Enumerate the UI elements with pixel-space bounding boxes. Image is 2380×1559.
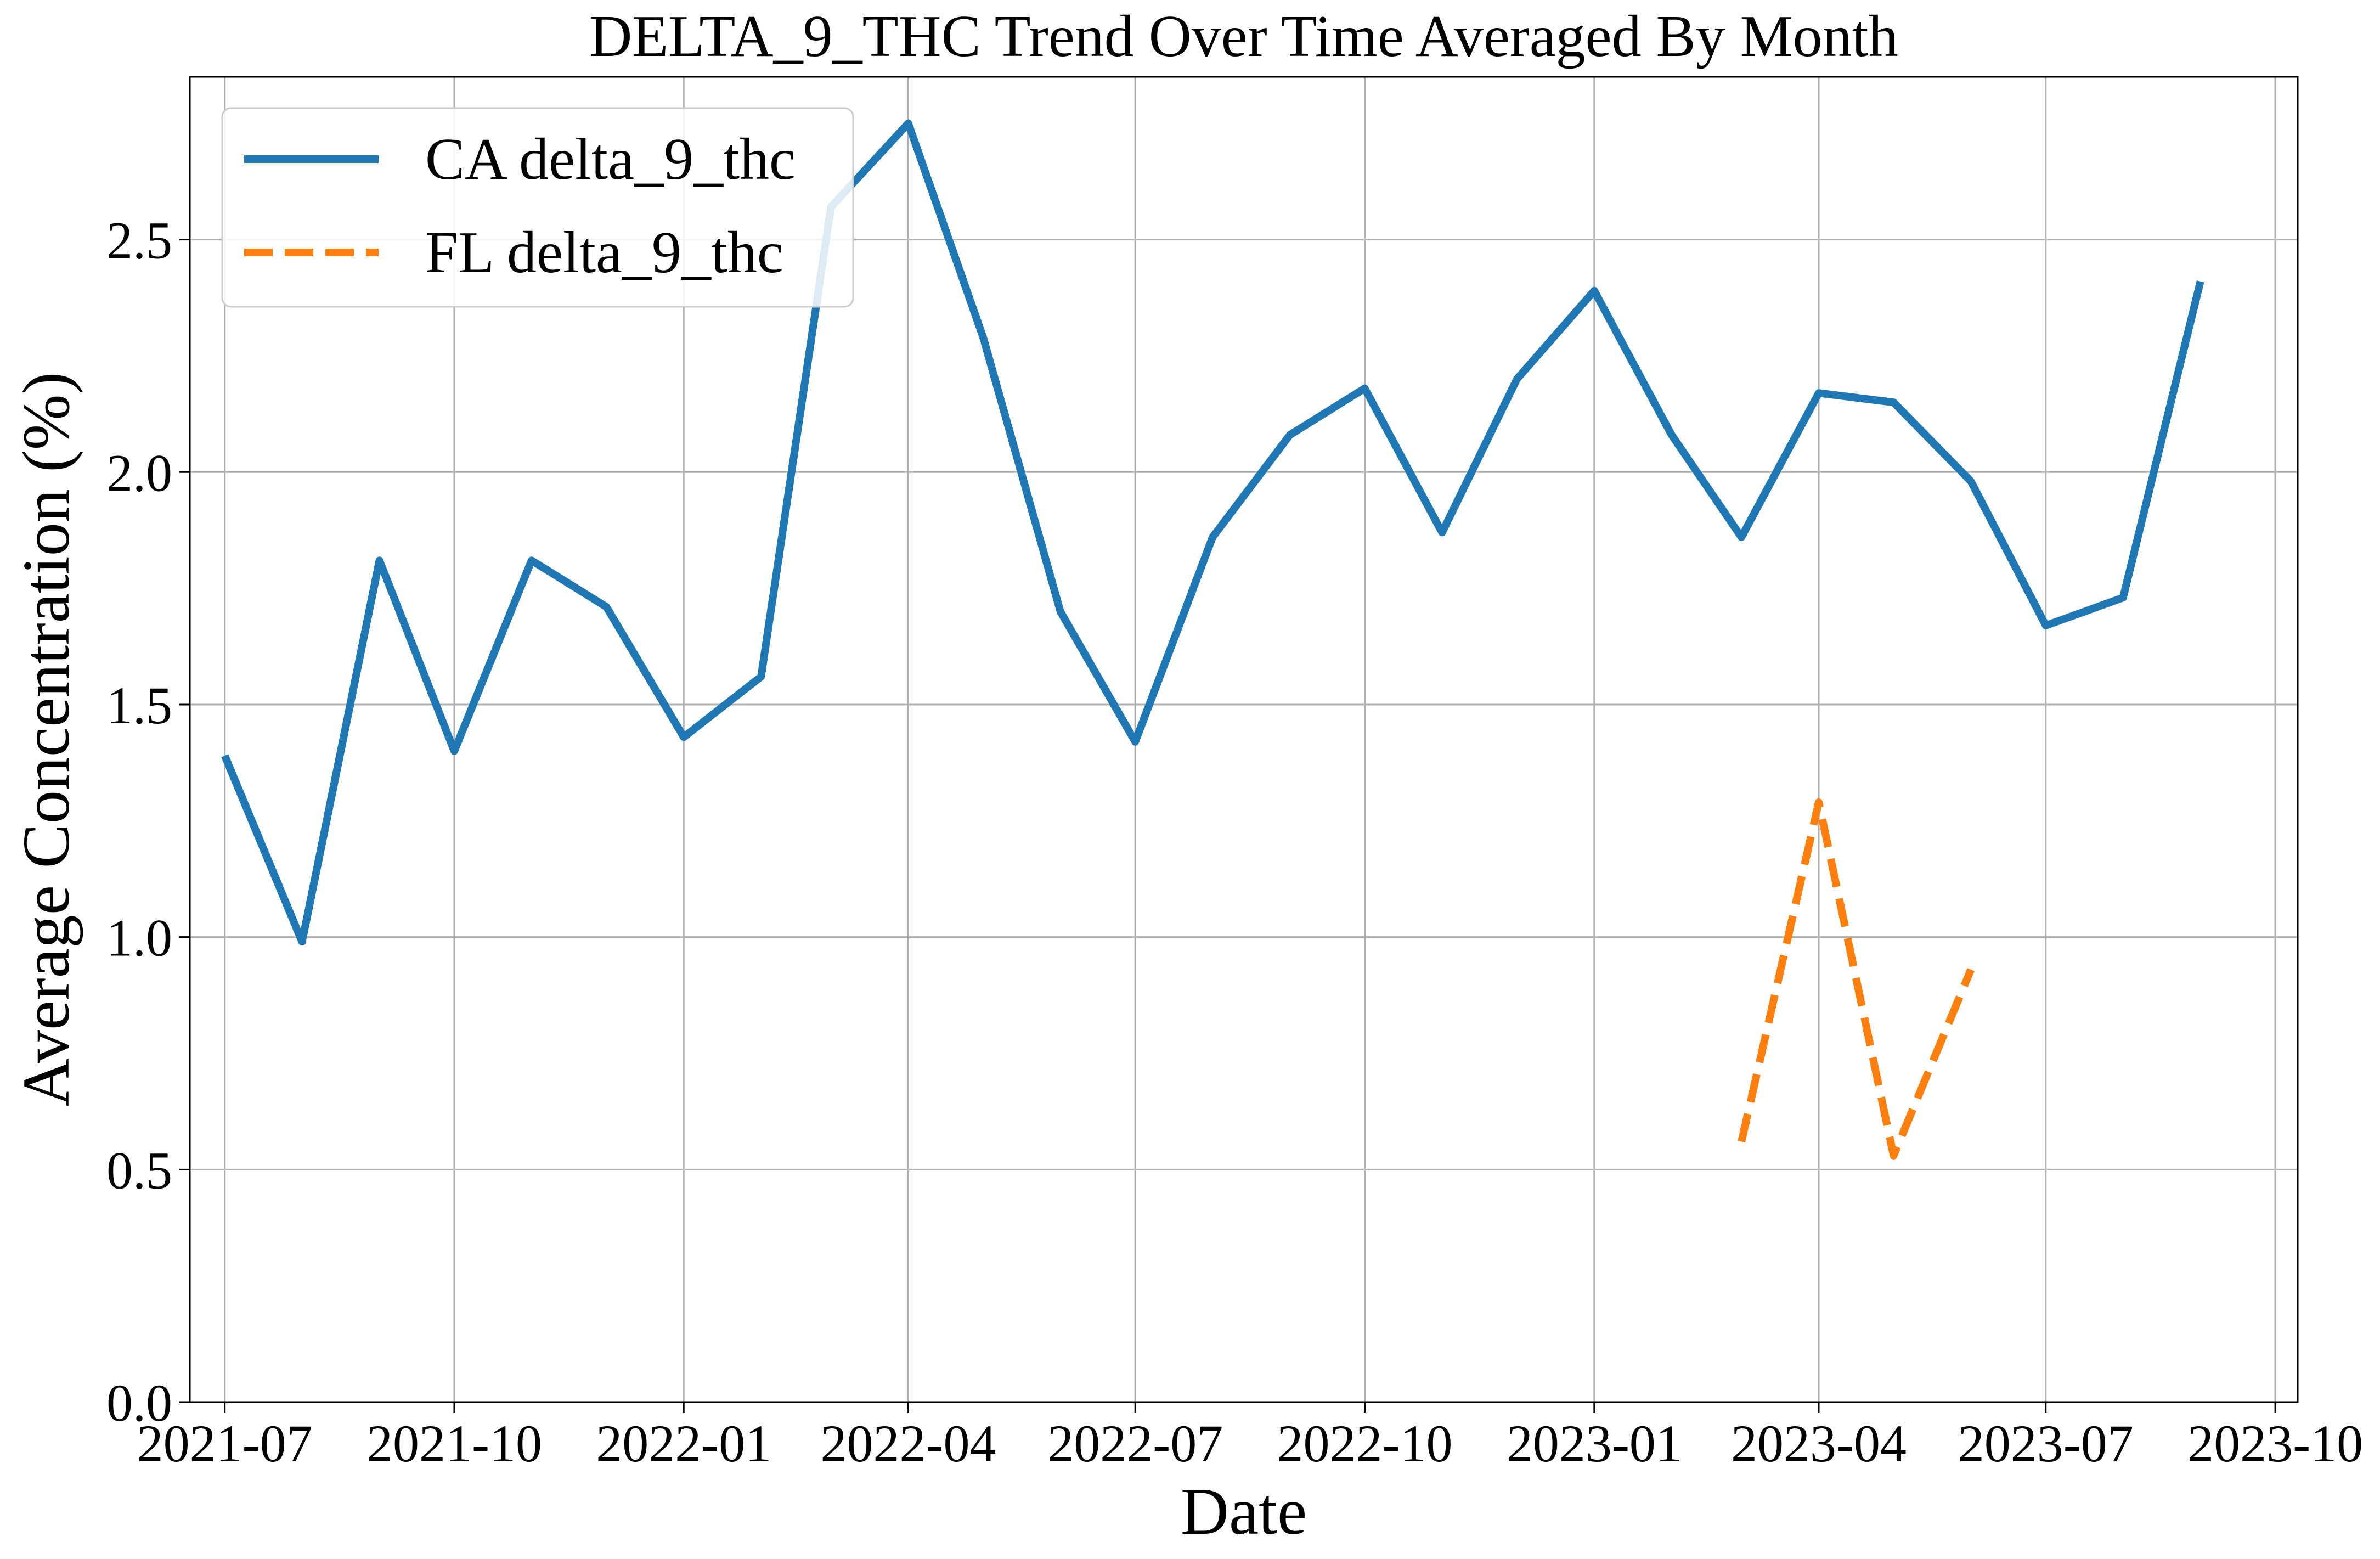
plot-frame — [189, 76, 2299, 1403]
data-point — [531, 560, 532, 561]
legend-label: FL delta_9_thc — [425, 220, 783, 285]
legend-label: CA delta_9_thc — [425, 127, 796, 192]
x-tick-label: 2022-10 — [1277, 1414, 1453, 1473]
data-point — [379, 560, 380, 561]
data-point — [1893, 1155, 1894, 1156]
x-tick-label: 2023-07 — [1958, 1414, 2134, 1473]
data-point — [2045, 625, 2046, 626]
data-point — [1060, 611, 1061, 612]
series-line-ca — [221, 119, 2204, 946]
x-tick-label: 2023-04 — [1731, 1414, 1907, 1473]
x-tick-label: 2021-10 — [366, 1414, 542, 1473]
y-tick-label: 1.5 — [106, 676, 172, 735]
x-tick-label: 2023-01 — [1507, 1414, 1682, 1473]
x-axis-label: Date — [1181, 1474, 1307, 1549]
series-line-fl — [1738, 798, 1975, 1160]
legend: CA delta_9_thc FL delta_9_thc — [221, 107, 854, 308]
y-tick-label: 2.5 — [106, 211, 172, 270]
y-tick-label: 0.0 — [106, 1374, 172, 1432]
series-layer — [221, 119, 2204, 1160]
x-tick-label: 2023-10 — [2187, 1414, 2363, 1473]
data-point — [1364, 388, 1365, 389]
y-tick-label: 2.0 — [106, 443, 172, 502]
legend-box — [221, 107, 854, 308]
x-tick-label: 2022-01 — [596, 1414, 771, 1473]
x-tick-label: 2022-07 — [1047, 1414, 1223, 1473]
data-point — [2200, 281, 2201, 282]
y-tick-label: 1.0 — [106, 909, 172, 967]
data-point — [1135, 741, 1136, 742]
y-axis-ticks: 0.0 0.5 1.0 1.5 2.0 2.5 — [106, 211, 190, 1432]
data-point — [1893, 402, 1894, 403]
y-tick-label: 0.5 — [106, 1141, 172, 1200]
x-axis-ticks: 2021-07 2021-10 2022-01 2022-04 2022-07 2022-… — [137, 1402, 2363, 1473]
x-tick-label: 2022-04 — [820, 1414, 996, 1473]
y-axis-label: Average Concentration (%) — [9, 372, 83, 1107]
data-point — [1741, 1141, 1742, 1142]
chart-title: DELTA_9_THC Trend Over Time Averaged By … — [589, 4, 1898, 69]
x-tick-label: 2021-07 — [137, 1414, 313, 1473]
